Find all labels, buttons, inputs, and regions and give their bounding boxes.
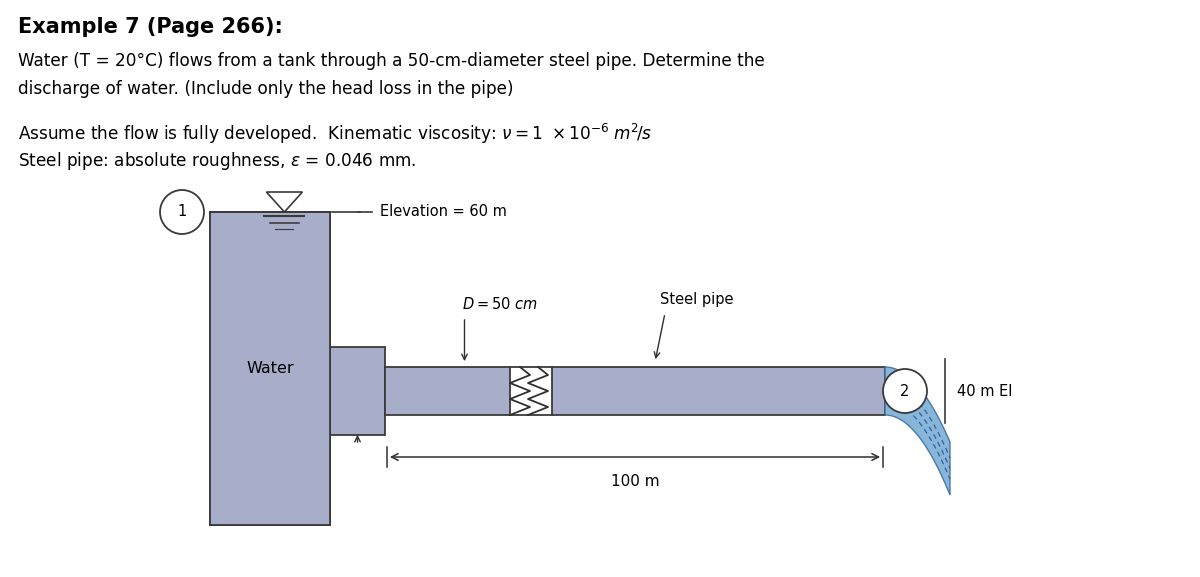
Text: Example 7 (Page 266):: Example 7 (Page 266): xyxy=(18,17,283,37)
Text: 2: 2 xyxy=(900,384,910,399)
Polygon shape xyxy=(266,192,302,212)
Bar xyxy=(552,367,886,415)
Text: Steel pipe: Steel pipe xyxy=(660,292,733,307)
Text: $D = 50$ cm: $D = 50$ cm xyxy=(462,296,539,312)
Bar xyxy=(210,212,330,525)
Text: discharge of water. (Include only the head loss in the pipe): discharge of water. (Include only the he… xyxy=(18,80,514,98)
Text: Water (T = 20°C) flows from a tank through a 50-cm-diameter steel pipe. Determin: Water (T = 20°C) flows from a tank throu… xyxy=(18,52,764,70)
Bar xyxy=(385,367,510,415)
Text: 100 m: 100 m xyxy=(611,474,659,489)
Text: 1: 1 xyxy=(178,204,187,219)
Polygon shape xyxy=(886,367,950,495)
Bar xyxy=(330,347,385,435)
Text: Water: Water xyxy=(246,361,294,376)
Text: Elevation = 60 m: Elevation = 60 m xyxy=(380,204,506,219)
Text: Steel pipe: absolute roughness, $\varepsilon$ = 0.046 mm.: Steel pipe: absolute roughness, $\vareps… xyxy=(18,150,416,172)
Circle shape xyxy=(883,369,926,413)
Text: Assume the flow is fully developed.  Kinematic viscosity: $\nu = 1\ \times 10^{-: Assume the flow is fully developed. Kine… xyxy=(18,122,653,146)
Bar xyxy=(210,212,330,525)
Text: 40 m El: 40 m El xyxy=(958,384,1013,399)
Circle shape xyxy=(160,190,204,234)
